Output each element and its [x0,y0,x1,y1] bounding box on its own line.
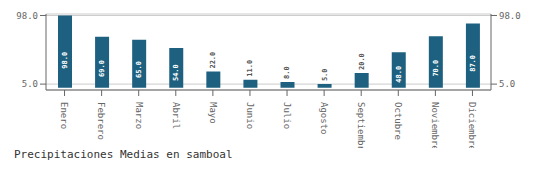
svg-text:Junio: Junio [245,102,255,129]
svg-text:65.0: 65.0 [135,61,143,78]
svg-text:22.0: 22.0 [209,52,217,69]
svg-text:5.0: 5.0 [499,79,515,89]
svg-text:Julio: Julio [282,102,292,129]
svg-text:69.0: 69.0 [98,60,106,77]
svg-text:11.0: 11.0 [246,60,254,77]
svg-text:Abril: Abril [171,102,181,129]
svg-text:Agosto: Agosto [319,102,329,135]
svg-text:70.0: 70.0 [432,60,440,77]
svg-text:20.0: 20.0 [358,53,366,70]
svg-text:Diciembre: Diciembre [467,102,477,148]
html-text:Precipitaciones Medias en samb: Precipitaciones Medias en samboal [14,148,233,161]
svg-text:5.0: 5.0 [22,79,38,89]
svg-text:Febrero: Febrero [96,102,106,140]
svg-text:5.0: 5.0 [321,68,329,81]
svg-text:Septiembre: Septiembre [356,102,366,148]
svg-text:98.0: 98.0 [499,11,521,21]
svg-text:Mayo: Mayo [208,102,218,124]
svg-text:Marzo: Marzo [134,102,144,129]
svg-text:87.0: 87.0 [469,55,477,72]
svg-text:8.0: 8.0 [284,66,292,79]
svg-text:Octubre: Octubre [393,102,403,140]
svg-text:98.0: 98.0 [61,52,69,69]
svg-text:48.0: 48.0 [395,66,403,83]
svg-text:98.0: 98.0 [16,11,38,21]
svg-text:Noviembre: Noviembre [430,102,440,148]
svg-text:54.0: 54.0 [172,64,180,81]
svg-text:Enero: Enero [59,102,69,129]
